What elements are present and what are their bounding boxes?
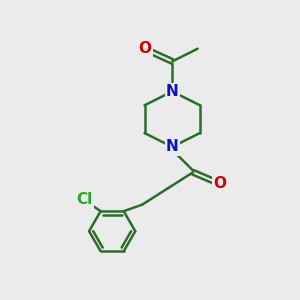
Text: O: O [139,41,152,56]
Text: Cl: Cl [76,192,93,207]
Text: O: O [214,176,226,191]
Text: N: N [166,140,178,154]
Text: N: N [166,84,178,99]
